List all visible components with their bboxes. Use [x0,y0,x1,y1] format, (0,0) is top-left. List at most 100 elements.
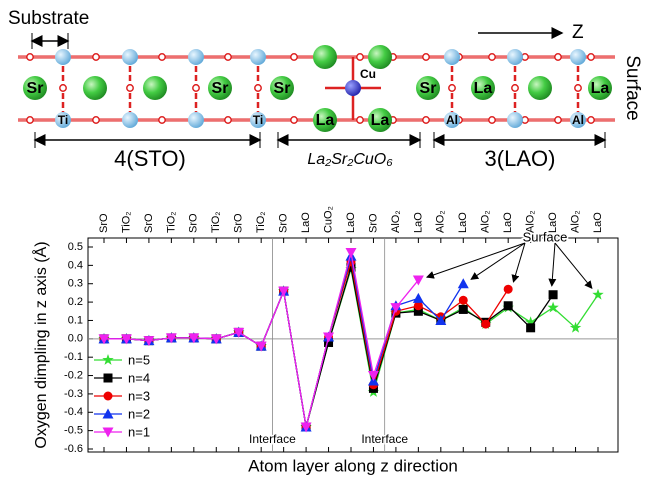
y-tick-label: -0.5 [64,425,83,437]
y-tick-label: 0.0 [68,333,83,345]
x-axis-title: Atom layer along z direction [248,456,458,475]
series [98,250,469,432]
series [99,257,513,432]
marker [346,262,356,272]
marker [413,301,423,311]
crystal-structure: Sr Sr Sr Sr La La Ti Ti Cu La La Al Al Substrate Z Surf… [8,8,643,171]
surface-arrow [511,242,526,283]
marker [435,314,447,325]
marker [300,422,312,433]
cation [588,76,612,100]
copper [345,80,361,96]
oxygen [587,53,595,61]
marker [592,288,604,300]
oxygen [192,84,200,92]
y-tick-label: -0.3 [64,388,83,400]
x-tick-label: SrO [143,213,155,233]
b-site [507,49,523,65]
marker [503,284,513,294]
marker [98,334,110,345]
x-tick-label: LaO [412,212,424,233]
cation [368,45,392,69]
marker [412,275,424,286]
legend-marker [102,427,114,438]
oxygen [356,53,364,61]
b-site [55,112,71,128]
oxygen [92,116,100,124]
legend-label: n=1 [128,424,150,439]
y-tick-label: 0.2 [68,296,83,308]
x-tick-label: TiO₂ [120,211,132,233]
legend-marker [102,354,114,365]
marker [548,290,558,300]
series-line [104,267,554,428]
sto-label: 4(STO) [114,146,186,171]
oxygen [554,116,562,124]
cation [528,76,552,100]
atom-label: Sr [274,80,291,97]
series [99,262,558,432]
marker [526,323,536,333]
marker [143,336,155,347]
b-site [250,112,266,128]
x-tick-label: TiO₂ [210,211,222,233]
legend-label: n=5 [128,352,150,367]
oxygen [224,53,232,61]
interface-label: Interface [361,432,408,446]
series [98,248,424,433]
y-tick-label: 0.3 [68,278,83,290]
oxygen [290,53,298,61]
atom-label: Sr [420,80,437,97]
marker [367,371,379,382]
interface-label: Interface [249,432,296,446]
x-tick-label: SrO [233,213,245,233]
x-tick-label: LaO [345,212,357,233]
x-tick-label: AlO₂ [525,210,537,233]
x-tick-label: SrO [278,213,290,233]
series-line [104,268,599,428]
cation [83,76,107,100]
x-tick-label: SrO [98,213,110,233]
oxygen [26,116,34,124]
y-tick-label: -0.1 [64,351,83,363]
x-tick-label: TiO₂ [165,211,177,233]
marker [503,301,513,311]
oxygen [92,53,100,61]
cation [23,76,47,100]
marker [458,295,468,305]
atom-label: Al [572,113,584,127]
b-site [444,49,460,65]
chart: -0.6 -0.5 -0.4 -0.3 -0.2 -0.1 0.0 0.1 0.2 0.3 0.4 0… [31,206,619,475]
surface-arrow [425,242,526,279]
b-site [250,49,266,65]
atom-label: Al [446,113,458,127]
cation [270,76,294,100]
x-tick-label: AlO₂ [569,210,581,233]
marker [233,327,245,338]
marker [458,304,468,314]
b-site [55,49,71,65]
marker [524,316,537,328]
atom-label: Sr [27,80,44,97]
oxygen [254,84,262,92]
x-tick-label: LaO [300,212,312,233]
oxygen [511,84,519,92]
x-tick-label: LaO [502,212,514,233]
b-site [122,112,138,128]
atom-label: Ti [253,113,263,127]
oxygen [290,116,298,124]
b-site [188,49,204,65]
marker [255,341,267,352]
oxygen [158,116,166,124]
oxygen [554,53,562,61]
b-site [122,49,138,65]
oxygen [488,53,496,61]
b-site [570,112,586,128]
atom-label: La [316,112,335,129]
cation [208,76,232,100]
surface-arrow [548,242,557,287]
surface-label: Surface [622,55,643,120]
y-tick-label: -0.2 [64,369,83,381]
oxygen [158,53,166,61]
oxygen [356,116,364,124]
